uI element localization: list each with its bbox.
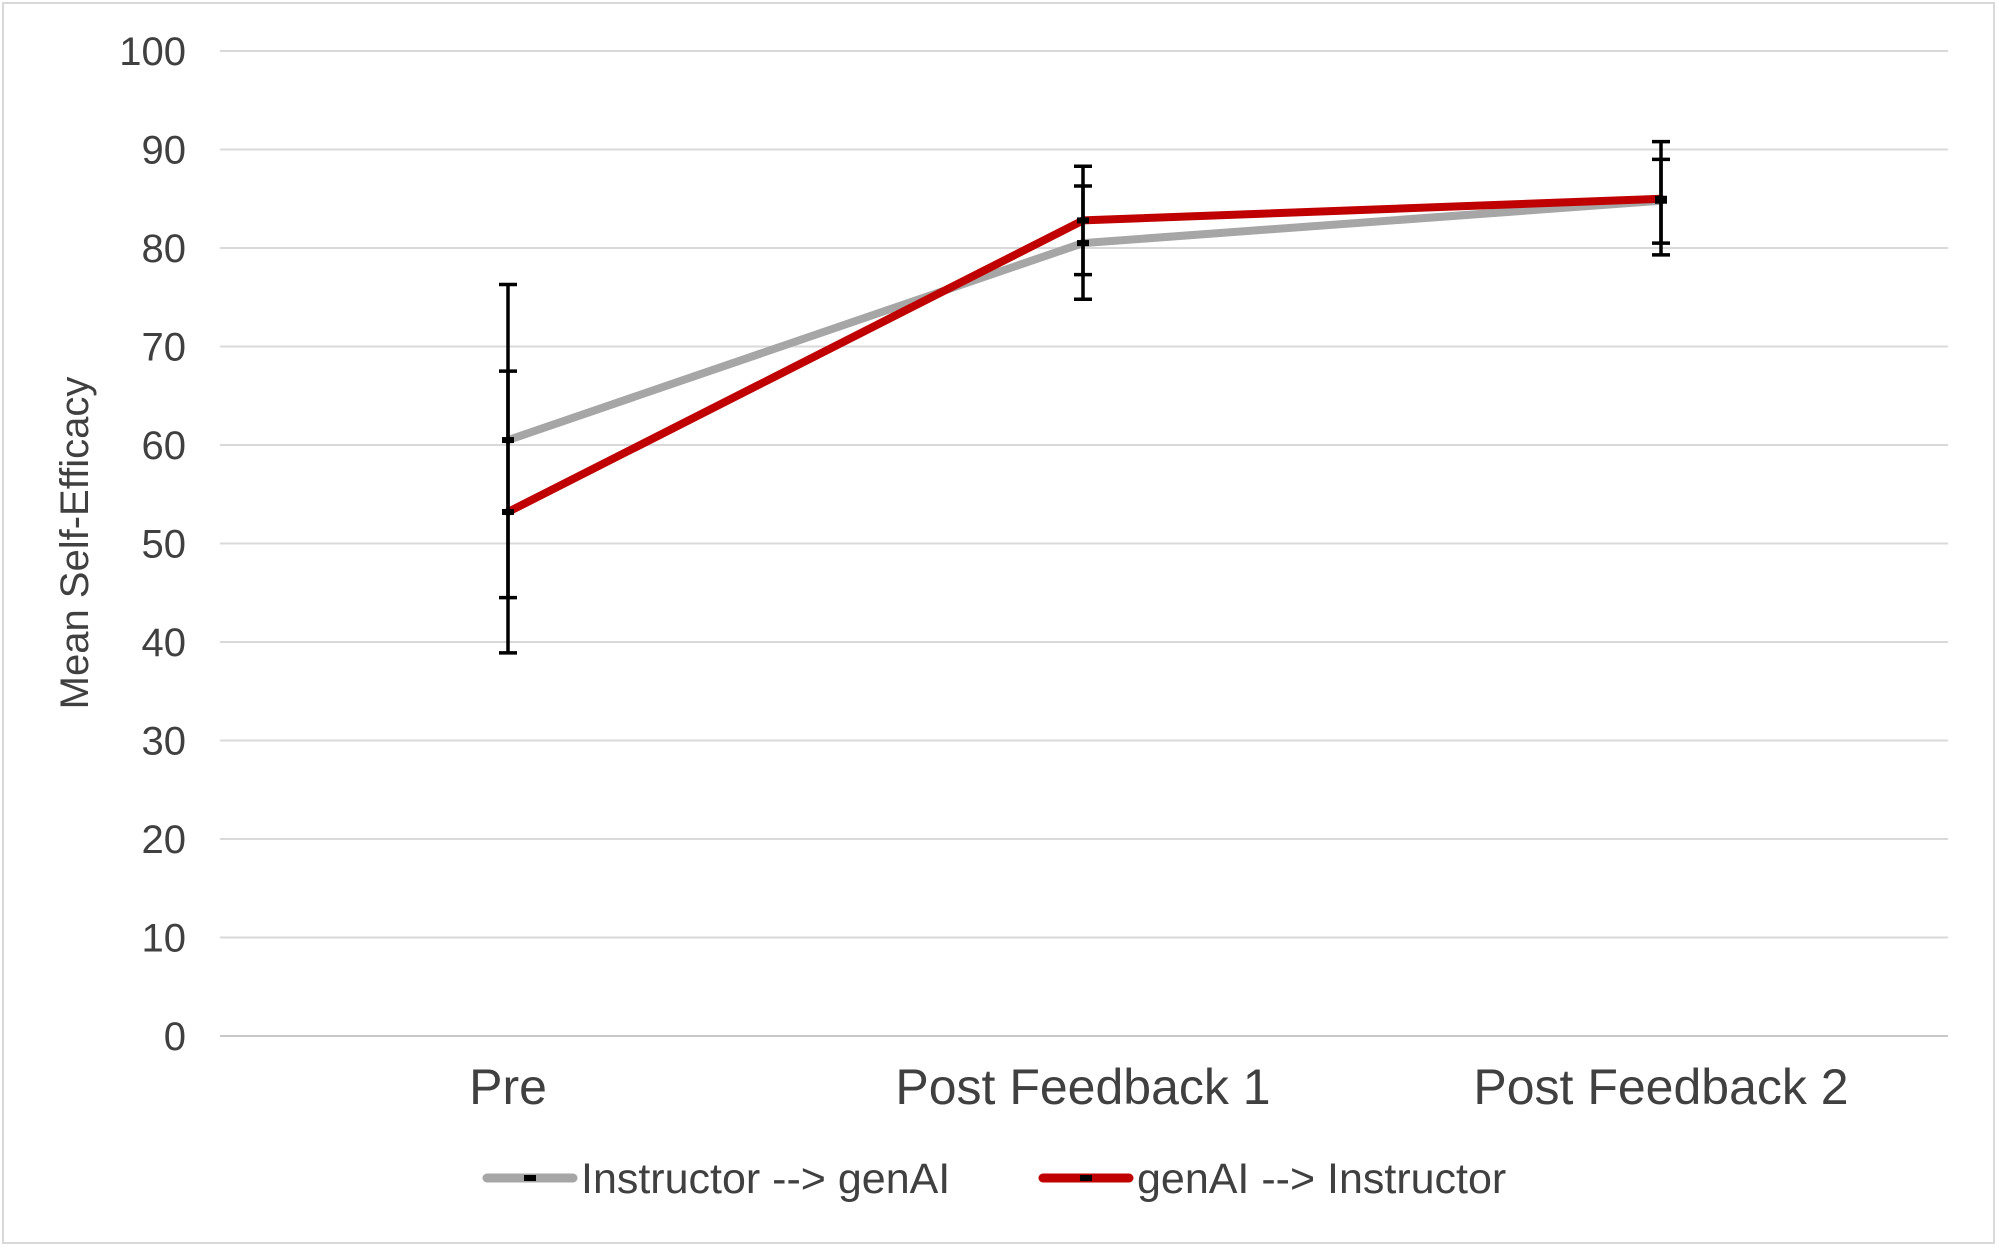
- x-category-label: Pre: [469, 1059, 547, 1115]
- error-bars: [499, 139, 1670, 655]
- legend-marker: [524, 1175, 536, 1181]
- y-tick-label: 70: [142, 326, 187, 370]
- legend-marker: [1080, 1175, 1092, 1181]
- y-tick-label: 20: [142, 818, 187, 862]
- data-point-marker: [1077, 217, 1089, 224]
- y-tick-label: 100: [119, 30, 186, 74]
- y-tick-label: 40: [142, 621, 187, 665]
- data-point-marker: [1655, 195, 1667, 202]
- y-tick-label: 80: [142, 227, 187, 271]
- legend-label: Instructor --> genAI: [581, 1155, 950, 1203]
- y-axis-title: Mean Self-Efficacy: [53, 377, 97, 710]
- x-category-label: Post Feedback 2: [1473, 1059, 1848, 1115]
- legend-label: genAI --> Instructor: [1137, 1155, 1506, 1203]
- legend: Instructor --> genAI genAI --> Instructor: [482, 1155, 1506, 1203]
- y-tick-label: 0: [164, 1015, 186, 1059]
- y-tick-label: 90: [142, 129, 187, 173]
- y-axis-tick-labels: 0 10 20 30 40 50 60 70 80 90 100: [119, 30, 186, 1059]
- y-tick-label: 60: [142, 424, 187, 468]
- x-category-label: Post Feedback 1: [895, 1059, 1270, 1115]
- y-tick-label: 10: [142, 917, 187, 961]
- x-axis-category-labels: Pre Post Feedback 1 Post Feedback 2: [469, 1059, 1849, 1115]
- y-tick-label: 30: [142, 720, 187, 764]
- data-point-marker: [502, 508, 514, 515]
- y-tick-label: 50: [142, 523, 187, 567]
